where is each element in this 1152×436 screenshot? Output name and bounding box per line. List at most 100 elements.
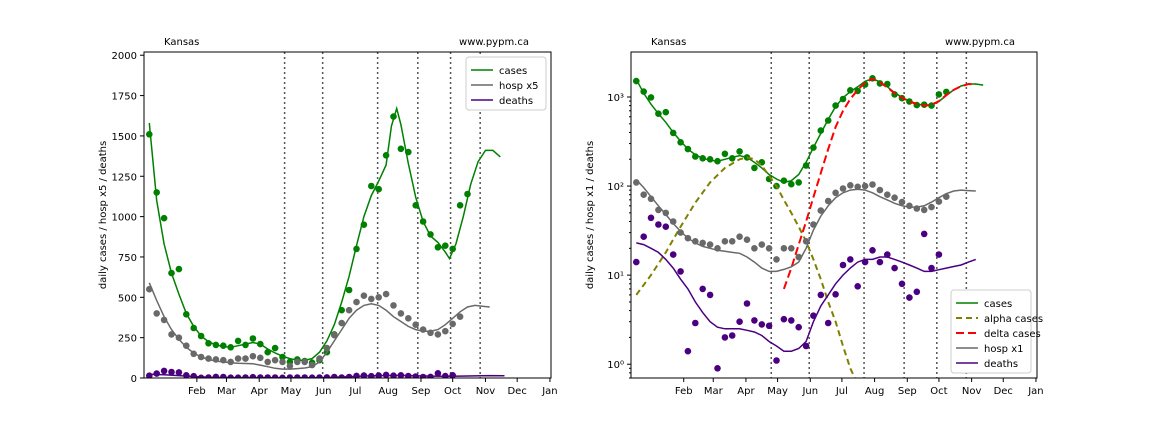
data-point-hosp-x5 <box>264 358 272 366</box>
data-point-cases <box>146 131 153 138</box>
data-point-deaths <box>449 372 456 378</box>
y-tick-label: 10¹ <box>607 271 624 282</box>
data-point-deaths <box>861 258 869 266</box>
data-point-deaths <box>257 374 264 378</box>
data-point-hosp-x1 <box>795 253 802 261</box>
data-point-deaths <box>360 372 368 378</box>
data-point-cases <box>633 77 640 85</box>
y-tick-label: 10⁰ <box>607 360 624 371</box>
data-point-hosp-x5 <box>375 294 383 301</box>
data-point-hosp-x5 <box>345 306 353 314</box>
data-point-deaths <box>854 283 861 290</box>
data-point-cases <box>751 164 758 172</box>
chart-title: Kansas <box>164 37 199 48</box>
data-point-deaths <box>153 370 160 377</box>
data-point-cases <box>390 113 397 120</box>
data-point-cases <box>449 245 457 253</box>
data-point-hosp-x1 <box>876 186 884 194</box>
x-tick-label: May <box>767 386 788 397</box>
data-point-deaths <box>692 319 699 327</box>
data-point-cases <box>935 91 943 98</box>
data-point-deaths <box>884 251 891 258</box>
data-point-hosp-x1 <box>699 239 706 247</box>
data-point-deaths <box>397 372 405 378</box>
legend-box <box>950 289 1032 374</box>
data-point-hosp-x1 <box>758 241 766 248</box>
data-point-deaths <box>353 372 360 378</box>
x-tick-label: Dec <box>994 386 1013 397</box>
data-point-deaths <box>375 372 382 378</box>
data-point-hosp-x1 <box>743 236 751 243</box>
data-point-deaths <box>906 294 913 301</box>
data-point-cases <box>728 155 736 162</box>
data-point-cases <box>817 127 825 134</box>
legend-label: delta cases <box>984 329 1041 340</box>
data-point-cases <box>412 202 420 209</box>
x-tick-label: Sep <box>898 386 917 397</box>
data-point-deaths <box>891 264 898 272</box>
x-tick-label: Jul <box>348 386 361 397</box>
data-point-cases <box>810 144 817 151</box>
data-point-cases <box>197 332 205 340</box>
x-tick-label: Jul <box>835 386 848 397</box>
data-point-hosp-x5 <box>294 358 301 366</box>
y-tick-label: 1250 <box>112 172 137 183</box>
y-axis-label: daily cases / hosp x1 / deaths <box>585 141 596 289</box>
data-point-deaths <box>434 370 442 377</box>
data-point-deaths <box>279 374 286 378</box>
data-point-deaths <box>286 374 294 378</box>
data-point-deaths <box>227 374 234 378</box>
x-tick-label: Jan <box>541 386 557 397</box>
data-point-deaths <box>669 251 677 258</box>
data-point-cases <box>795 179 802 186</box>
data-point-deaths <box>662 223 670 230</box>
data-point-deaths <box>316 374 323 378</box>
data-point-deaths <box>405 372 412 378</box>
data-point-deaths <box>205 374 212 378</box>
data-point-deaths <box>146 372 153 378</box>
y-tick-label: 1750 <box>112 92 137 103</box>
legend-label: hosp x1 <box>984 344 1023 355</box>
data-point-deaths <box>935 251 943 258</box>
data-point-cases <box>375 185 383 193</box>
data-point-hosp-x5 <box>368 295 375 303</box>
plot-area <box>633 75 984 378</box>
data-point-hosp-x5 <box>153 310 160 317</box>
data-point-deaths <box>876 258 884 266</box>
data-point-cases <box>249 335 257 342</box>
x-tick-label: Jun <box>801 386 818 397</box>
plot-frame <box>143 51 552 379</box>
data-point-cases <box>419 218 427 225</box>
data-point-cases <box>699 155 706 162</box>
data-point-deaths <box>197 374 205 378</box>
data-point-deaths <box>795 323 802 331</box>
data-point-cases <box>677 139 684 146</box>
data-point-hosp-x1 <box>935 198 943 205</box>
series-line-deaths <box>636 242 977 352</box>
data-point-hosp-x1 <box>913 205 921 212</box>
series-line-alpha-cases <box>635 156 856 378</box>
y-tick-label: 2000 <box>112 51 137 62</box>
data-point-hosp-x1 <box>891 194 898 201</box>
data-point-hosp-x1 <box>728 238 736 245</box>
data-point-cases <box>736 148 743 155</box>
legend: cases alpha cases delta cases hosp x1 deaths <box>950 289 1043 374</box>
data-point-hosp-x5 <box>271 356 279 364</box>
x-tick-label: Jan <box>1027 386 1043 397</box>
data-point-cases <box>655 110 662 117</box>
x-tick-label: Feb <box>675 386 693 397</box>
legend: cases hosp x5 deaths <box>465 56 547 111</box>
data-point-hosp-x1 <box>810 221 817 228</box>
data-point-hosp-x1 <box>780 245 788 252</box>
data-point-cases <box>368 182 375 190</box>
data-point-deaths <box>920 230 928 238</box>
data-point-deaths <box>847 256 854 263</box>
data-point-hosp-x1 <box>928 203 935 211</box>
data-point-deaths <box>382 371 390 378</box>
data-point-cases <box>427 231 434 238</box>
data-point-hosp-x5 <box>353 298 360 306</box>
data-point-cases <box>205 340 212 347</box>
data-point-cases <box>175 265 183 273</box>
data-point-hosp-x5 <box>279 358 286 366</box>
